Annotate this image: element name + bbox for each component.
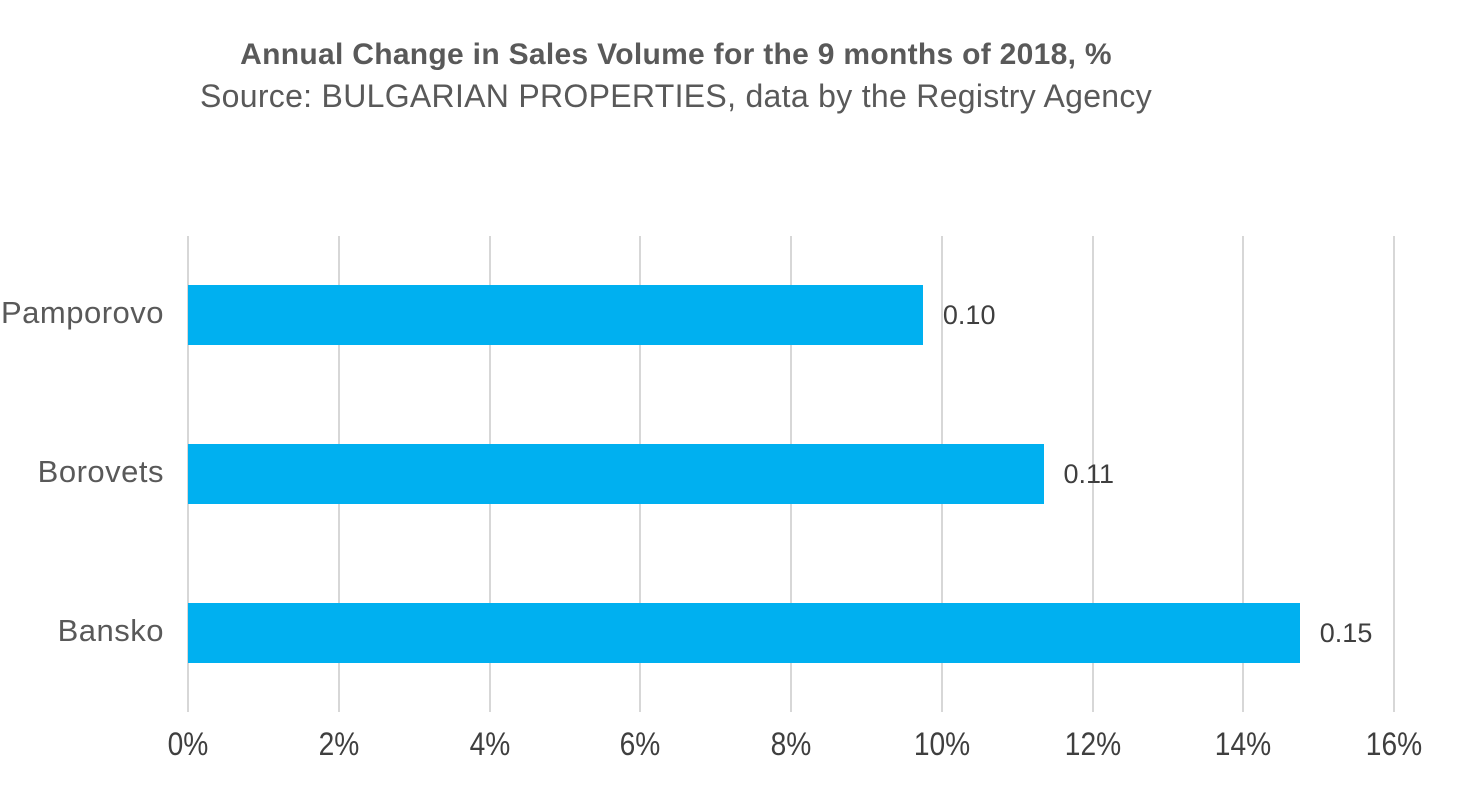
category-label-borovets: Borovets — [37, 454, 164, 489]
x-axis-tick-label: 6% — [619, 726, 661, 762]
category-axis: Pamporovo Borovets Bansko — [0, 236, 164, 712]
gridline — [1393, 236, 1395, 712]
bar-pamporovo — [188, 285, 923, 346]
x-axis-tick-label: 2% — [318, 726, 360, 762]
bar-bansko — [188, 602, 1300, 663]
data-label: 0.11 — [1063, 459, 1115, 489]
plot-area: 0.10 0.11 0.15 — [187, 236, 1395, 712]
chart-header: Annual Change in Sales Volume for the 9 … — [0, 34, 1352, 116]
chart-title: Annual Change in Sales Volume for the 9 … — [240, 38, 1112, 71]
x-axis-tick-label: 0% — [167, 726, 209, 762]
x-axis-tick-label: 10% — [913, 726, 970, 762]
x-axis-tick-label: 4% — [469, 726, 510, 762]
data-label: 0.10 — [942, 300, 996, 331]
gridline — [1242, 236, 1245, 712]
x-axis: 0% 2% 4% 6% 8% 10% 12% 14% 16% — [168, 726, 1423, 768]
x-axis-tick-label: 8% — [770, 726, 812, 762]
chart-subtitle: Source: BULGARIAN PROPERTIES, data by th… — [199, 78, 1153, 114]
x-axis-tick-label: 14% — [1215, 726, 1272, 762]
data-label: 0.15 — [1319, 617, 1373, 648]
bar-borovets — [188, 444, 1044, 504]
x-axis-tick-label: 16% — [1365, 726, 1423, 762]
x-axis-tick-label: 12% — [1064, 726, 1121, 762]
category-label-bansko: Bansko — [57, 612, 164, 648]
gridline — [1091, 236, 1094, 712]
category-label-pamporovo: Pamporovo — [0, 295, 164, 331]
